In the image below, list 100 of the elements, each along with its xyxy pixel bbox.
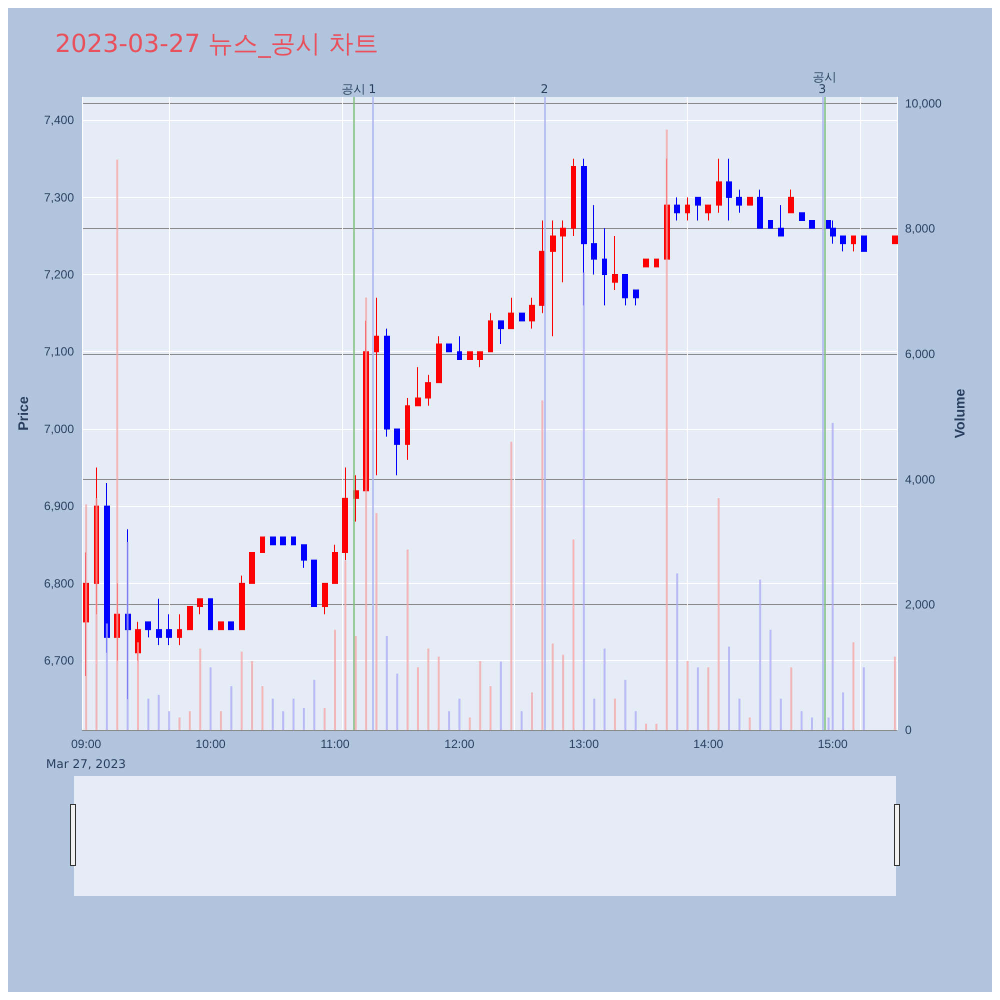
bar <box>448 711 450 730</box>
candlestick <box>270 536 276 546</box>
bar <box>862 667 865 730</box>
bar <box>780 698 782 730</box>
candlestick <box>322 582 328 615</box>
bar <box>406 550 409 730</box>
y-axis-title: Price <box>15 396 31 431</box>
y-tick-label: 7,100 <box>44 344 74 359</box>
bar <box>375 513 378 730</box>
candlestick <box>488 312 493 352</box>
ref-line-label: 공시 <box>342 82 366 96</box>
candlestick <box>685 196 690 222</box>
ref-line-label: 1 <box>368 82 376 96</box>
candlestick <box>736 189 742 214</box>
candlestick <box>187 606 193 630</box>
candlestick <box>467 351 473 360</box>
bar <box>738 698 740 730</box>
candlestick <box>228 621 234 630</box>
candlestick <box>332 544 338 584</box>
bar <box>313 680 316 730</box>
bar <box>302 708 305 730</box>
chart-title: 2023-03-27 뉴스_공시 차트 <box>55 29 379 58</box>
candlestick <box>778 204 784 236</box>
bar <box>386 636 388 730</box>
bar <box>707 667 710 730</box>
bar <box>354 636 357 730</box>
candlestick <box>374 297 379 476</box>
y2-tick-label: 6,000 <box>905 346 936 361</box>
bar <box>106 623 108 730</box>
candlestick <box>156 598 162 646</box>
candlestick <box>519 312 525 322</box>
candlestick <box>311 560 317 607</box>
bar <box>272 698 274 730</box>
candlestick <box>654 258 659 268</box>
bar <box>790 667 792 730</box>
candlestick <box>291 536 296 546</box>
bar <box>531 692 534 730</box>
x-tick-label: 14:00 <box>693 737 724 751</box>
candlestick <box>830 220 836 244</box>
bar <box>696 667 699 730</box>
bar <box>230 686 232 730</box>
candlestick <box>208 598 213 630</box>
bar <box>748 717 751 730</box>
bar <box>718 498 720 730</box>
bar <box>240 652 243 730</box>
bar <box>842 692 844 730</box>
ref-line-label: 2 <box>540 82 548 96</box>
x-tick-label: 12:00 <box>444 737 475 751</box>
candlestick <box>539 220 545 314</box>
text: Mar 27, 2023 <box>46 757 126 771</box>
candlestick <box>695 196 701 222</box>
bar <box>188 711 191 730</box>
bar <box>479 661 482 730</box>
y2-tick-label: 4,000 <box>905 472 936 486</box>
bar <box>614 698 616 730</box>
candlestick <box>851 235 856 252</box>
candlestick <box>218 621 224 630</box>
y2-tick-label: 8,000 <box>905 222 936 236</box>
candlestick <box>768 220 773 229</box>
candlestick <box>705 204 711 222</box>
bar <box>572 539 574 730</box>
x-tick-label: 09:00 <box>71 737 102 751</box>
bar <box>541 400 544 730</box>
bar <box>458 698 460 730</box>
bar <box>828 717 830 730</box>
candlestick <box>612 235 618 290</box>
bar <box>645 724 648 730</box>
candlestick <box>809 220 815 229</box>
candlestick <box>177 614 182 646</box>
bar <box>344 560 346 730</box>
candlestick <box>622 274 628 306</box>
bar <box>334 630 336 730</box>
bar <box>562 654 564 730</box>
candlestick <box>239 575 245 630</box>
bar <box>396 674 398 730</box>
candlestick <box>571 158 576 236</box>
ref-line-label: 공시 <box>812 70 836 84</box>
ref-line-label: 3 <box>818 82 826 96</box>
candlestick <box>415 366 421 406</box>
candlestick <box>861 235 867 252</box>
candlestick <box>633 289 639 306</box>
x-tick-label: 10:00 <box>196 737 226 751</box>
bar <box>894 656 896 730</box>
candlestick <box>529 297 535 330</box>
bar <box>582 272 585 730</box>
bar <box>324 708 326 730</box>
bar <box>759 580 762 730</box>
y-tick-label: 7,000 <box>44 422 74 436</box>
bar <box>158 694 160 730</box>
y-tick-label: 6,700 <box>44 654 74 668</box>
candlestick <box>384 328 390 438</box>
bar <box>178 717 180 730</box>
candlestick <box>560 220 566 283</box>
candlestick <box>716 158 722 214</box>
y2-axis-title: Volume <box>952 388 968 438</box>
candlestick <box>757 189 763 229</box>
bar <box>510 442 512 730</box>
candlestick <box>591 204 597 276</box>
bar <box>832 422 834 730</box>
candlestick <box>394 428 400 476</box>
